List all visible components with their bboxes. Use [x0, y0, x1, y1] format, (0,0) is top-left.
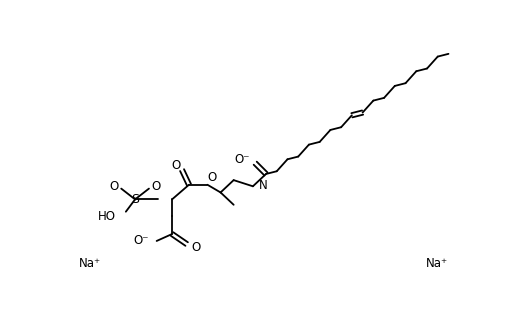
Text: O: O: [171, 159, 181, 172]
Text: N: N: [259, 179, 268, 192]
Text: O⁻: O⁻: [234, 153, 250, 166]
Text: O⁻: O⁻: [134, 234, 149, 247]
Text: HO: HO: [98, 210, 116, 223]
Text: O: O: [207, 171, 217, 184]
Text: O: O: [191, 241, 201, 254]
Text: S: S: [131, 193, 139, 206]
Text: O: O: [110, 180, 119, 193]
Text: O: O: [151, 180, 160, 193]
Text: Na⁺: Na⁺: [79, 257, 102, 270]
Text: Na⁺: Na⁺: [426, 257, 448, 270]
